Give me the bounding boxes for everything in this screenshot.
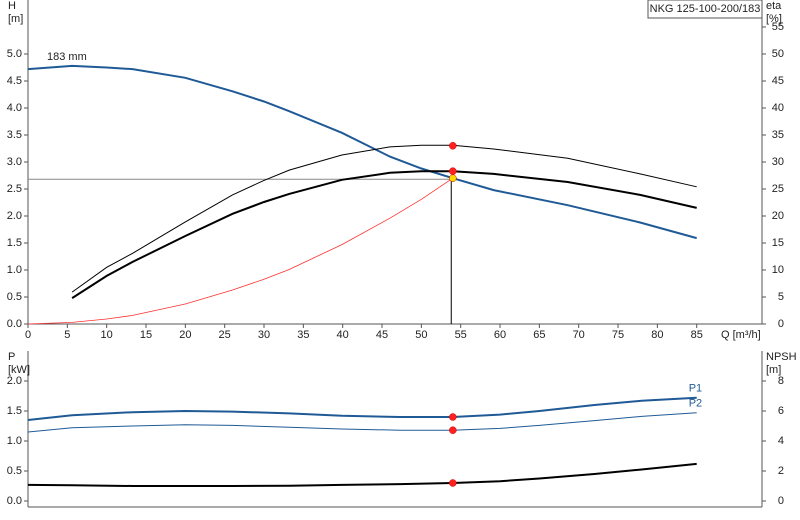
- operating-point: [449, 413, 457, 421]
- x-tick-label: 70: [573, 329, 585, 341]
- y-tick-label: 3.0: [7, 156, 22, 168]
- title-box: [647, 0, 763, 19]
- operating-point: [449, 479, 457, 487]
- y-axis-label: H: [8, 0, 16, 12]
- operating-point: [449, 142, 457, 150]
- y2-tick-label: 15: [772, 237, 784, 249]
- x-tick-label: 50: [415, 329, 427, 341]
- y-tick-label: 1.5: [7, 405, 22, 417]
- y2-tick-label: 35: [772, 129, 784, 141]
- x-tick-label: 65: [533, 329, 545, 341]
- x-tick-label: 75: [612, 329, 624, 341]
- x-tick-label: 10: [101, 329, 113, 341]
- y-axis-unit: [m]: [8, 13, 23, 25]
- curve: [27, 412, 697, 433]
- y2-tick-label: 30: [772, 156, 784, 168]
- operating-point: [449, 167, 457, 175]
- x-tick-label: 25: [219, 329, 231, 341]
- curve: [27, 177, 454, 325]
- x-tick-label: 40: [337, 329, 349, 341]
- y2-axis-label: eta: [766, 0, 782, 12]
- series-label: P2: [689, 398, 702, 410]
- y2-tick-label: 2: [778, 465, 784, 477]
- curve: [27, 64, 697, 240]
- y-tick-label: 4.5: [7, 75, 22, 87]
- y2-axis-unit: [%]: [766, 13, 782, 25]
- y-tick-label: 0.5: [7, 291, 22, 303]
- y2-tick-label: 5: [778, 291, 784, 303]
- curve: [27, 396, 697, 421]
- x-tick-label: 30: [258, 329, 270, 341]
- y-tick-label: 2.0: [7, 210, 22, 222]
- y2-axis-unit: [m]: [766, 364, 781, 376]
- operating-point: [449, 426, 457, 434]
- x-tick-label: 55: [455, 329, 467, 341]
- operating-point: [449, 174, 457, 182]
- y2-tick-label: 55: [772, 21, 784, 33]
- y2-tick-label: 6: [778, 405, 784, 417]
- y-tick-label: 1.0: [7, 435, 22, 447]
- y2-tick-label: 8: [778, 375, 784, 387]
- curve: [71, 170, 697, 299]
- x-tick-label: 45: [376, 329, 388, 341]
- y2-tick-label: 45: [772, 75, 784, 87]
- y-tick-label: 2.0: [7, 375, 22, 387]
- y2-tick-label: 0: [778, 318, 784, 330]
- y2-tick-label: 50: [772, 48, 784, 60]
- curve-annotation: 183 mm: [47, 51, 87, 63]
- curve: [71, 144, 697, 293]
- y2-tick-label: 25: [772, 183, 784, 195]
- series-label: P1: [689, 383, 702, 395]
- x-tick-label: 85: [691, 329, 703, 341]
- y2-tick-label: 10: [772, 264, 784, 276]
- x-tick-label: 5: [64, 329, 70, 341]
- x-tick-label: 35: [297, 329, 309, 341]
- y-tick-label: 0.0: [7, 495, 22, 507]
- y2-tick-label: 40: [772, 102, 784, 114]
- x-tick-label: 80: [651, 329, 663, 341]
- y-axis-unit: [kW]: [8, 364, 30, 376]
- x-tick-label: 15: [140, 329, 152, 341]
- x-tick-label: 20: [179, 329, 191, 341]
- y-tick-label: 3.5: [7, 129, 22, 141]
- y2-tick-label: 4: [778, 435, 784, 447]
- y2-axis-label: NPSH: [766, 351, 797, 363]
- y-tick-label: 1.0: [7, 264, 22, 276]
- y-tick-label: 0.5: [7, 465, 22, 477]
- x-tick-label: 60: [494, 329, 506, 341]
- y2-tick-label: 20: [772, 210, 784, 222]
- y-tick-label: 1.5: [7, 237, 22, 249]
- y-tick-label: 4.0: [7, 102, 22, 114]
- y-axis-label: P: [8, 351, 15, 363]
- x-axis-label: Q [m³/h]: [721, 329, 761, 341]
- x-tick-label: 0: [25, 329, 31, 341]
- y-tick-label: 2.5: [7, 183, 22, 195]
- chart-title: NKG 125-100-200/183: [650, 3, 761, 15]
- y-tick-label: 5.0: [7, 48, 22, 60]
- y2-tick-label: 0: [778, 495, 784, 507]
- curve: [27, 462, 697, 487]
- y-tick-label: 0.0: [7, 318, 22, 330]
